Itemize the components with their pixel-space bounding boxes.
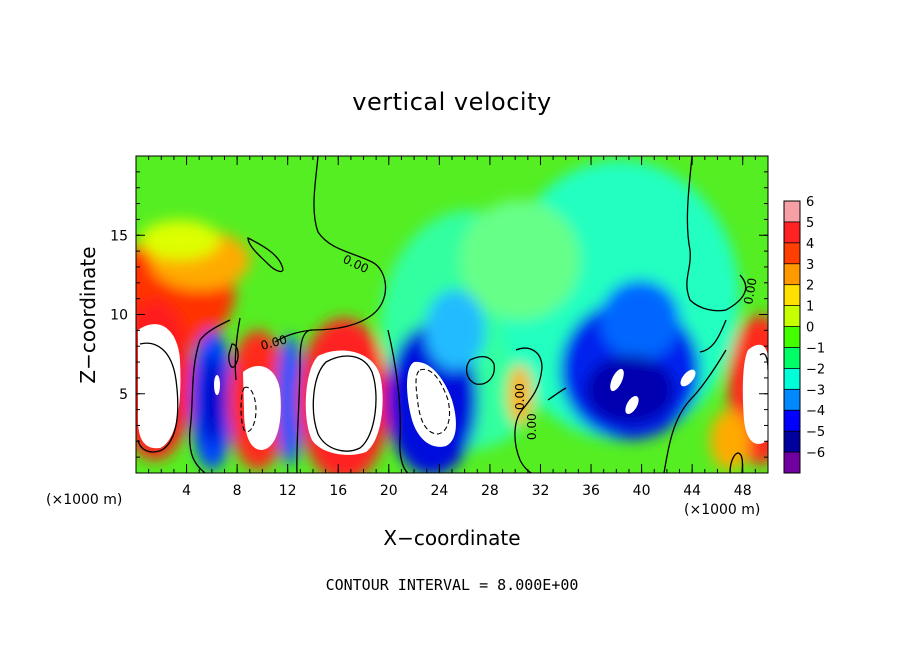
colorbar-swatch [784, 242, 800, 265]
heatmap-field: 0.00 0.00 0.00 0.00 0.00 [136, 156, 768, 473]
x-tick-label: 28 [481, 483, 499, 499]
x-tick-label: 36 [582, 483, 600, 499]
x-axis-label: X−coordinate [383, 526, 521, 550]
colorbar-swatch [784, 263, 800, 286]
colorbar-swatch [784, 431, 800, 453]
colorbar-swatch [784, 284, 800, 307]
colorbar-label: 2 [806, 279, 814, 294]
colorbar-label: −5 [806, 425, 825, 440]
x-tick-label: 20 [380, 483, 398, 499]
colorbar-swatch [784, 201, 800, 223]
contour-label: 0.00 [741, 277, 759, 306]
negative-contours [240, 368, 451, 435]
x-tick-label: 32 [532, 483, 550, 499]
y-tick-label: 15 [110, 228, 128, 244]
contour-interval-note: CONTOUR INTERVAL = 8.000E+00 [325, 576, 579, 594]
contour-label: 0.00 [259, 332, 288, 352]
core-right [742, 344, 768, 444]
x-tick-label: 16 [329, 483, 347, 499]
colorbar-swatch [784, 410, 800, 432]
colorbar-label: 6 [806, 195, 814, 210]
colorbar-label: 5 [806, 216, 814, 231]
colorbar-swatch [784, 452, 800, 474]
chart-title: vertical velocity [352, 88, 552, 116]
x-tick-label: 44 [683, 483, 701, 499]
contour-label: 0.00 [525, 413, 539, 440]
colorbar-label: −3 [806, 383, 825, 398]
x-tick-label: 4 [182, 483, 191, 499]
x-unit-label-left: (×1000 m) [46, 492, 123, 508]
colorbar-swatch [784, 326, 800, 348]
colorbar-swatch [784, 347, 800, 369]
colorbar-swatch [784, 389, 800, 411]
x-unit-label-right: (×1000 m) [684, 502, 761, 518]
contour-label: 0.00 [513, 383, 527, 410]
colorbar-label: −2 [806, 362, 825, 377]
core-x24 [407, 361, 456, 447]
contour-lines [137, 156, 768, 473]
colorbar-label: −1 [806, 341, 825, 356]
colorbar-label: 1 [806, 300, 814, 315]
x-tick-label: 12 [279, 483, 297, 499]
x-tick-label: 8 [233, 483, 242, 499]
colorbar-label: 4 [806, 237, 814, 252]
colorbar-label: −6 [806, 446, 825, 461]
x-tick-label: 24 [430, 483, 448, 499]
colorbar-swatch [784, 305, 800, 328]
colorbar: 6 5 4 3 2 1 0 −1 −2 −3 −4 −5 −6 [783, 195, 825, 474]
x-tick-label: 48 [734, 483, 752, 499]
colorbar-label: −4 [806, 404, 825, 419]
core-x10 [243, 366, 281, 450]
colorbar-swatch [784, 368, 800, 390]
colorbar-label: 3 [806, 258, 814, 273]
x-tick-label: 40 [633, 483, 651, 499]
y-tick-label: 5 [119, 387, 128, 403]
colorbar-swatch [784, 221, 800, 244]
core-left [138, 324, 181, 449]
colorbar-label: 0 [806, 321, 814, 336]
y-tick-label: 10 [110, 308, 128, 324]
core-x16 [305, 350, 383, 455]
